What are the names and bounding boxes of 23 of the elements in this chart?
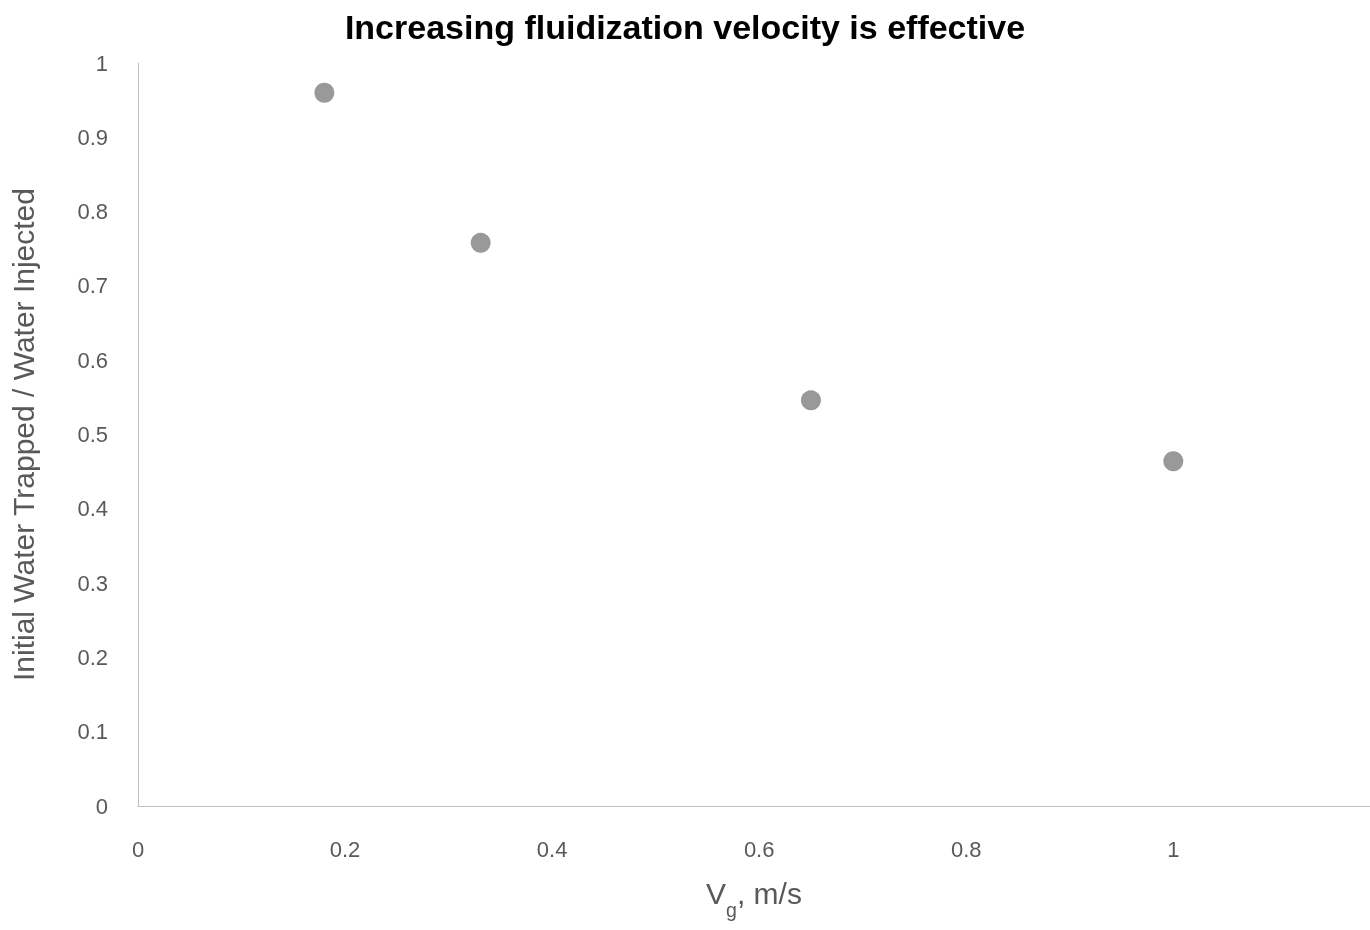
x-tick-label: 0.2	[329, 836, 361, 862]
y-tick-label: 0.8	[77, 199, 108, 225]
y-tick-label: 1	[95, 50, 108, 76]
point	[470, 232, 491, 253]
y-axis-title: Initial Water Trapped / Water Injected	[6, 188, 40, 681]
x-tick-label: 0	[131, 836, 145, 862]
y-tick-label: 0.9	[77, 124, 108, 150]
y-tick-label: 0.6	[77, 347, 108, 373]
y-tick-label: 0.5	[77, 422, 108, 447]
chart-title: Increasing fluidization velocity is effective	[344, 8, 1026, 46]
y-tick-label: 0.4	[77, 496, 108, 522]
x-tick-label: 1	[1167, 836, 1180, 862]
point	[800, 390, 821, 411]
y-tick-label: 0	[95, 793, 108, 819]
point	[314, 82, 335, 103]
y-tick-label: 0.1	[77, 719, 108, 745]
x-tick-label: 0.8	[950, 836, 982, 862]
y-tick-label: 0.2	[77, 644, 108, 670]
x-tick-label: 0.4	[536, 836, 568, 862]
x-tick-label: 0.6	[743, 836, 775, 862]
point	[1163, 451, 1184, 472]
y-tick-label: 0.7	[77, 273, 108, 299]
y-tick-label: 0.3	[77, 570, 108, 596]
